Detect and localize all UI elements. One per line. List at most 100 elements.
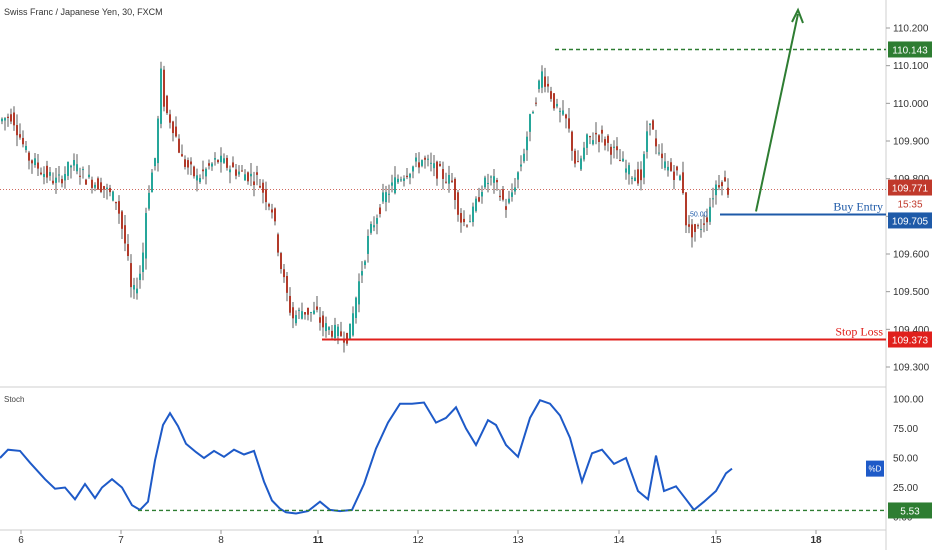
candle-body: [130, 263, 132, 288]
entry-annotation: Buy Entry: [833, 199, 883, 213]
candle-body: [331, 330, 333, 337]
candle-body: [652, 120, 654, 130]
candle-body: [601, 129, 603, 134]
candle-body: [511, 192, 513, 197]
candle-body: [382, 192, 384, 202]
candle-body: [598, 135, 600, 142]
stoch-tick-label: 50.00: [893, 454, 918, 465]
candle-body: [316, 306, 318, 310]
candle-body: [400, 179, 402, 181]
candle-body: [55, 177, 57, 183]
time-tick-label: 14: [613, 535, 625, 546]
stoch-tick-label: 25.00: [893, 483, 918, 494]
candle-body: [337, 326, 339, 337]
candle-body: [370, 224, 372, 233]
candle-body: [718, 185, 720, 188]
candle-body: [151, 172, 153, 193]
candle-body: [388, 193, 390, 195]
candle-body: [112, 191, 114, 201]
candle-body: [568, 118, 570, 129]
candle-body: [322, 315, 324, 328]
candle-body: [145, 213, 147, 259]
candle-body: [265, 189, 267, 203]
candle-body: [205, 168, 207, 177]
target-arrow: [755, 13, 799, 212]
stoch-level-badge-bg: [888, 502, 932, 519]
candle-body: [16, 125, 18, 136]
candle-body: [259, 185, 261, 188]
countdown-badge: 15:35: [897, 200, 922, 211]
candle-body: [94, 184, 96, 188]
price-tick-label: 110.200: [893, 24, 929, 35]
candle-body: [484, 177, 486, 188]
candle-body: [406, 175, 408, 178]
candle-body: [175, 126, 177, 137]
candle-body: [535, 102, 537, 104]
candle-body: [658, 152, 660, 154]
candle-body: [544, 76, 546, 87]
candle-body: [565, 114, 567, 119]
candle-body: [346, 332, 348, 344]
candle-body: [196, 175, 198, 181]
candle-body: [136, 288, 138, 294]
candle-body: [85, 179, 87, 185]
candle-body: [682, 172, 684, 194]
candle-body: [448, 174, 450, 184]
candle-body: [118, 201, 120, 214]
stop-loss-badge: 109.373: [892, 336, 929, 347]
candle-body: [121, 211, 123, 229]
price-tick-label: 110.100: [893, 61, 929, 72]
candle-body: [313, 310, 315, 314]
candle-body: [607, 135, 609, 143]
candle-body: [592, 140, 594, 145]
stoch-d-line: [0, 398, 733, 515]
candle-body: [547, 83, 549, 87]
candle-body: [385, 192, 387, 203]
candle-body: [454, 178, 456, 200]
candle-body: [595, 132, 597, 135]
candle-body: [412, 166, 414, 172]
candle-body: [280, 253, 282, 270]
candle-body: [709, 206, 711, 222]
candle-body: [436, 161, 438, 179]
time-tick-label: 15: [710, 535, 722, 546]
candle-body: [349, 323, 351, 340]
stop-loss-badge-bg: [888, 331, 932, 348]
candle-body: [193, 166, 195, 177]
candle-body: [619, 160, 621, 162]
candle-body: [319, 317, 321, 323]
candle-body: [295, 315, 297, 324]
candle-body: [301, 311, 303, 319]
time-tick-label: 13: [512, 535, 524, 546]
candle-body: [250, 173, 252, 177]
candle-body: [703, 223, 705, 225]
candle-body: [394, 177, 396, 194]
time-tick-label: 11: [313, 535, 324, 546]
candle-body: [49, 172, 51, 176]
time-tick-label: 8: [218, 535, 224, 546]
candle-body: [637, 169, 639, 184]
candle-body: [262, 182, 264, 193]
candle-body: [514, 187, 516, 192]
candle-body: [172, 121, 174, 134]
price-tick-label: 109.300: [893, 363, 930, 374]
candle-body: [661, 153, 663, 159]
candle-body: [457, 192, 459, 215]
candle-body: [133, 285, 135, 290]
candle-body: [646, 131, 648, 152]
price-tick-label: 109.400: [893, 325, 930, 336]
candle-body: [721, 182, 723, 187]
candle-body: [7, 116, 9, 118]
candle-body: [577, 161, 579, 163]
candle-body: [541, 71, 543, 88]
target-price-badge: 110.143: [892, 45, 928, 56]
candle-body: [508, 198, 510, 203]
candle-body: [364, 261, 366, 266]
candle-body: [181, 154, 183, 157]
candle-body: [115, 201, 117, 204]
candle-body: [499, 195, 501, 198]
candle-body: [490, 176, 492, 178]
candle-body: [154, 158, 156, 167]
candle-body: [328, 327, 330, 330]
